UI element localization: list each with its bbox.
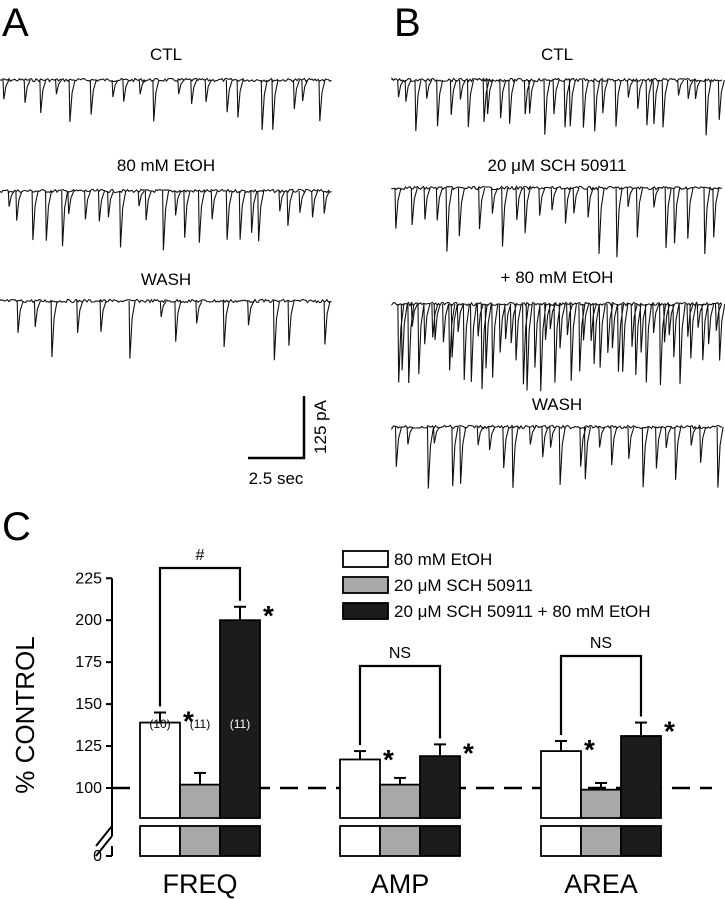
legend: 80 mM EtOH 20 μM SCH 50911 20 μM SCH 509… — [342, 550, 651, 621]
panel-b-letter: B — [394, 1, 421, 45]
y-tick-label: 125 — [75, 738, 102, 755]
significance-label: # — [196, 547, 205, 564]
bar-base-area-0 — [540, 825, 582, 857]
bar-base-amp-2 — [419, 825, 461, 857]
trace-b-wash — [391, 424, 724, 489]
trace-b-sch — [391, 185, 723, 258]
legend-label-sch: 20 μM SCH 50911 — [394, 576, 533, 595]
scale-bar: 2.5 sec 125 pA — [248, 396, 330, 488]
bar-base-area-1 — [580, 825, 622, 857]
trace-b-ctl — [391, 76, 725, 136]
legend-swatch-etoh — [342, 550, 389, 568]
category-labels: FREQ AMP AREA — [162, 869, 637, 899]
bar-base-amp-0 — [339, 825, 381, 857]
category-label-freq: FREQ — [162, 869, 237, 899]
panel-a-letter: A — [2, 1, 29, 45]
n-label: (11) — [230, 717, 250, 731]
bar-base-area-2 — [620, 825, 662, 857]
n-label: (11) — [190, 717, 210, 731]
significance-star: * — [183, 705, 194, 736]
trace-b-wash-label: WASH — [532, 395, 582, 414]
panel-c-letter: C — [2, 505, 31, 549]
significance-star: * — [584, 734, 595, 765]
scale-time-label: 2.5 sec — [249, 469, 304, 488]
significance-bracket — [358, 664, 442, 746]
y-tick-label: 200 — [75, 612, 102, 629]
bar-amp-0 — [339, 758, 381, 819]
significance-bracket — [158, 566, 242, 707]
bar-area-0 — [540, 750, 582, 819]
category-label-amp: AMP — [371, 869, 430, 899]
significance-label: NS — [389, 645, 411, 662]
significance-brackets: # NS NS — [158, 547, 643, 746]
axis-break-mark — [95, 835, 113, 857]
axis-break-mark — [95, 825, 113, 847]
bar-amp-2 — [419, 755, 461, 819]
significance-star: * — [383, 744, 394, 775]
significance-bracket — [559, 654, 643, 736]
bar-amp-1 — [379, 783, 421, 819]
bar-area-2 — [620, 735, 662, 819]
trace-a-wash-label: WASH — [141, 270, 191, 289]
bars: *(10) (11)*(11)* * ** — [139, 600, 675, 857]
scale-current-label: 125 pA — [311, 399, 330, 454]
legend-swatch-sch — [342, 576, 389, 594]
significance-star: * — [263, 600, 274, 631]
n-label: (10) — [149, 717, 170, 731]
trace-b-sch-etoh-label: + 80 mM EtOH — [501, 268, 614, 287]
trace-b-ctl-label: CTL — [541, 45, 573, 64]
bar-freq-1 — [179, 783, 221, 819]
current-traces — [0, 76, 725, 489]
bar-base-amp-1 — [379, 825, 421, 857]
trace-b-sch-etoh — [391, 301, 725, 392]
trace-a-ctl-label: CTL — [150, 45, 182, 64]
bar-base-freq-1 — [179, 825, 221, 857]
y-tick-label: 225 — [75, 570, 102, 587]
y-tick-label: 150 — [75, 696, 102, 713]
trace-a-etoh — [0, 188, 332, 251]
legend-swatch-sch-etoh — [342, 602, 389, 620]
bar-base-freq-2 — [219, 825, 261, 857]
bar-area-1 — [580, 788, 622, 819]
trace-a-etoh-label: 80 mM EtOH — [117, 156, 215, 175]
y-tick-label: 175 — [75, 654, 102, 671]
trace-a-ctl — [0, 77, 332, 131]
significance-star: * — [463, 737, 474, 768]
trace-a-wash — [0, 298, 332, 361]
legend-label-etoh: 80 mM EtOH — [394, 550, 492, 569]
trace-b-sch-label: 20 μM SCH 50911 — [488, 156, 627, 175]
significance-star: * — [664, 716, 675, 747]
significance-label: NS — [590, 635, 612, 652]
bar-base-freq-0 — [139, 825, 181, 857]
bar-freq-0 — [139, 721, 181, 819]
y-tick-label: 0 — [93, 848, 102, 865]
y-axis-label: % CONTROL — [10, 636, 40, 793]
category-label-area: AREA — [564, 869, 638, 899]
y-tick-label: 100 — [75, 780, 102, 797]
legend-label-sch-etoh: 20 μM SCH 50911 + 80 mM EtOH — [394, 602, 651, 621]
